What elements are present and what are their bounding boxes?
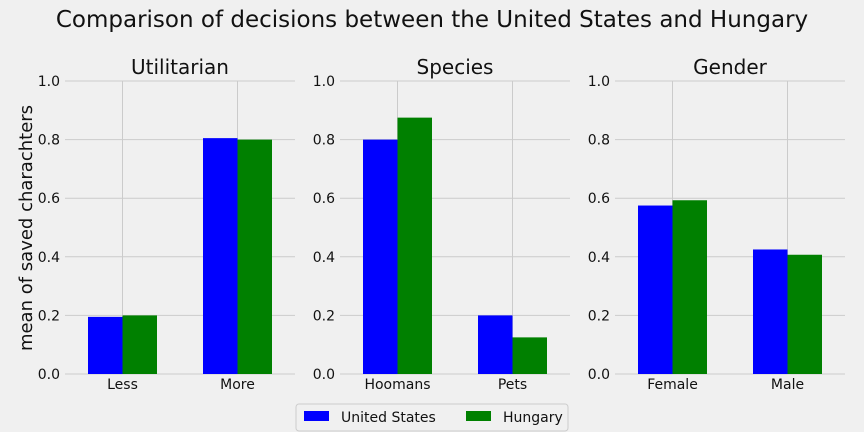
x-tick-label: Less: [107, 377, 138, 393]
y-tick-label: 0.4: [38, 250, 60, 266]
x-tick-label: Hoomans: [364, 377, 430, 393]
bar-united-states-pets: [478, 315, 513, 374]
bar-united-states-hoomans: [363, 139, 398, 374]
y-tick-label: 0.0: [313, 367, 335, 383]
y-tick-label: 0.0: [38, 367, 60, 383]
bar-hungary-male: [787, 254, 822, 374]
y-tick-label: 0.8: [313, 133, 335, 149]
y-tick-label: 1.0: [38, 74, 60, 90]
chart-title: Comparison of decisions between the Unit…: [56, 7, 808, 33]
x-tick-label: Pets: [498, 377, 527, 393]
y-tick-label: 0.8: [38, 133, 60, 149]
y-tick-label: 0.6: [38, 191, 60, 207]
y-tick-label: 0.6: [588, 191, 610, 207]
bar-united-states-female: [638, 205, 673, 374]
bar-hungary-less: [122, 315, 157, 374]
panel-title: Species: [417, 55, 494, 79]
y-tick-label: 0.4: [313, 250, 335, 266]
y-tick-label: 1.0: [588, 74, 610, 90]
bar-hungary-female: [672, 200, 707, 374]
x-tick-label: Female: [647, 377, 698, 393]
panel-title: Gender: [693, 55, 767, 79]
x-tick-label: Male: [771, 377, 804, 393]
panel-utilitarian: Utilitarian 0.0 0.2 0.4 0.6 0.8 1.0 Less More: [38, 55, 295, 393]
legend-swatch-united-states: [304, 411, 329, 421]
y-tick-label: 0.2: [38, 308, 60, 324]
bar-hungary-more: [237, 139, 272, 374]
legend-box: [295, 403, 569, 432]
x-tick-label: More: [220, 377, 255, 393]
bar-united-states-more: [203, 138, 238, 374]
bar-united-states-less: [88, 316, 123, 374]
y-tick-label: 0.0: [588, 367, 610, 383]
bar-hungary-pets: [512, 337, 547, 374]
y-tick-label: 0.2: [313, 308, 335, 324]
panel-title: Utilitarian: [131, 55, 229, 79]
bar-united-states-male: [753, 249, 788, 374]
y-tick-label: 0.8: [588, 133, 610, 149]
legend-swatch-hungary: [466, 411, 491, 421]
panel-species: Species 0.0 0.2 0.4 0.6 0.8 1.0 Hoomans Pets: [313, 55, 570, 393]
legend-label: United States: [341, 410, 436, 426]
y-axis-label: mean of saved charachters: [16, 105, 37, 351]
y-tick-label: 0.2: [588, 308, 610, 324]
bar-hungary-hoomans: [397, 117, 432, 374]
legend-label: Hungary: [503, 410, 563, 426]
y-tick-label: 0.4: [588, 250, 610, 266]
y-tick-label: 0.6: [313, 191, 335, 207]
panel-gender: Gender 0.0 0.2 0.4 0.6 0.8 1.0 Female Male: [588, 55, 845, 393]
panels: Utilitarian 0.0 0.2 0.4 0.6 0.8 1.0 Less More Spe…: [38, 55, 845, 393]
y-tick-label: 1.0: [313, 74, 335, 90]
legend: United States Hungary: [295, 403, 569, 432]
